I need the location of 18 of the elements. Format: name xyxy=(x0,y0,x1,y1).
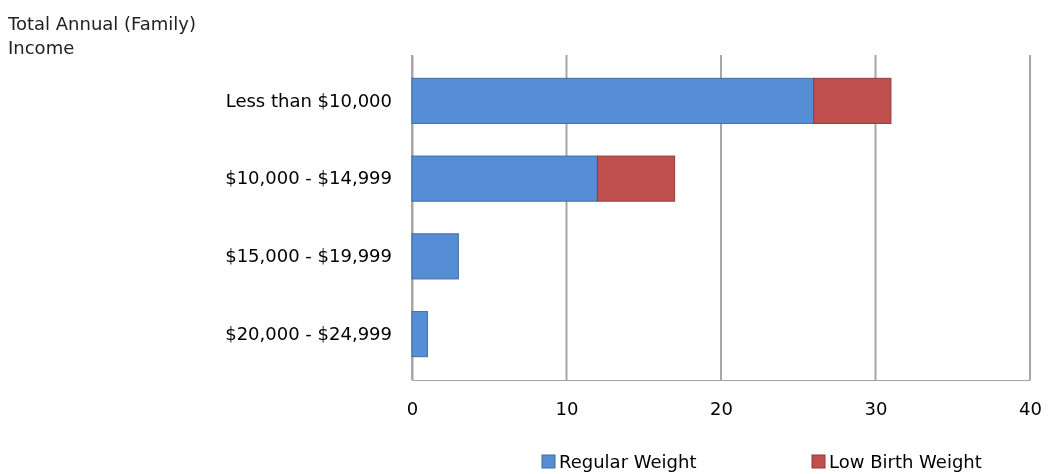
y-axis-title: Total Annual (Family) Income xyxy=(7,13,197,58)
y-tick-label: Less than $10,000 xyxy=(225,89,392,111)
bar xyxy=(411,155,598,202)
legend-label: Regular Weight xyxy=(559,451,697,472)
bar xyxy=(813,77,892,124)
bar xyxy=(411,311,428,358)
x-tick-label: 20 xyxy=(710,397,733,419)
y-tick-label: $20,000 - $24,999 xyxy=(225,322,392,344)
y-tick-label: $10,000 - $14,999 xyxy=(225,167,392,189)
bar xyxy=(596,155,676,202)
y-tick-label: $15,000 - $19,999 xyxy=(225,245,392,267)
bar xyxy=(411,77,815,124)
x-tick-label: 10 xyxy=(555,397,579,419)
x-tick-label: 0 xyxy=(406,397,419,419)
x-tick-label: 40 xyxy=(1019,397,1042,419)
legend-label: Low Birth Weight xyxy=(829,451,982,472)
bar xyxy=(411,233,459,280)
x-tick-label: 30 xyxy=(864,397,888,419)
